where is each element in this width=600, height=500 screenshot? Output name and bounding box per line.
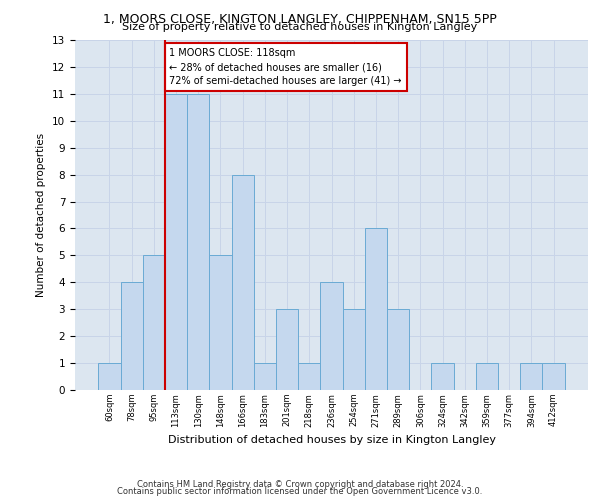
Text: 1 MOORS CLOSE: 118sqm
← 28% of detached houses are smaller (16)
72% of semi-deta: 1 MOORS CLOSE: 118sqm ← 28% of detached … [169, 48, 402, 86]
Bar [98, 363, 121, 390]
Bar [365, 228, 387, 390]
Bar [298, 363, 320, 390]
Bar [431, 363, 454, 390]
Text: Contains public sector information licensed under the Open Government Licence v3: Contains public sector information licen… [118, 487, 482, 496]
Text: 1, MOORS CLOSE, KINGTON LANGLEY, CHIPPENHAM, SN15 5PP: 1, MOORS CLOSE, KINGTON LANGLEY, CHIPPEN… [103, 12, 497, 26]
Bar [387, 309, 409, 390]
Bar [254, 363, 276, 390]
Bar [542, 363, 565, 390]
Bar [343, 309, 365, 390]
X-axis label: Distribution of detached houses by size in Kington Langley: Distribution of detached houses by size … [167, 435, 496, 445]
Bar [476, 363, 498, 390]
Text: Contains HM Land Registry data © Crown copyright and database right 2024.: Contains HM Land Registry data © Crown c… [137, 480, 463, 489]
Bar [232, 174, 254, 390]
Bar [320, 282, 343, 390]
Bar [276, 309, 298, 390]
Bar [520, 363, 542, 390]
Bar [165, 94, 187, 390]
Bar [143, 256, 165, 390]
Y-axis label: Number of detached properties: Number of detached properties [37, 133, 46, 297]
Bar [187, 94, 209, 390]
Bar [209, 256, 232, 390]
Text: Size of property relative to detached houses in Kington Langley: Size of property relative to detached ho… [122, 22, 478, 32]
Bar [121, 282, 143, 390]
